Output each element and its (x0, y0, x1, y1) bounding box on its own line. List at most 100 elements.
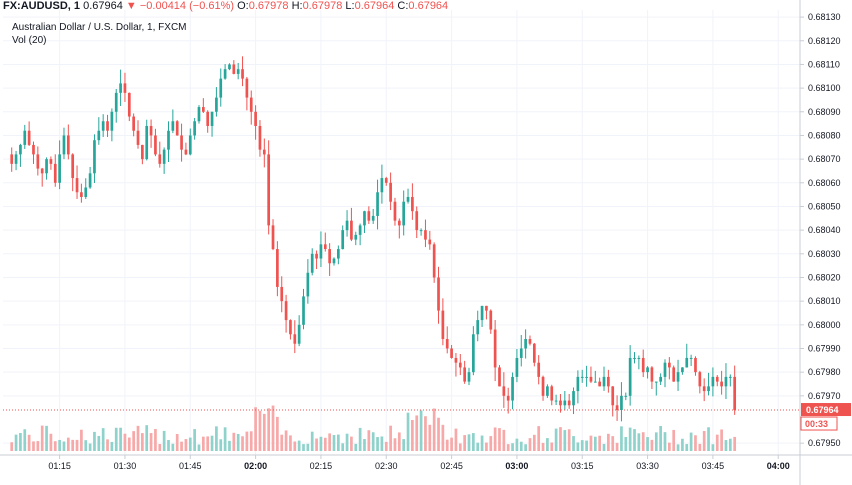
candle-body (454, 357, 458, 363)
volume-bar (262, 413, 266, 451)
candle-body (450, 348, 453, 358)
candle-body (511, 376, 514, 401)
candle-body (158, 154, 162, 164)
volume-bar (358, 427, 362, 451)
candle-body (715, 376, 719, 382)
price-axis[interactable]: 0.68130 0.68120 0.68110 0.68100 0.68090 0.680… (799, 0, 841, 485)
candle-body (698, 372, 702, 387)
down-arrow-icon: ▼ (125, 0, 137, 12)
candle-body (75, 178, 79, 193)
volume-bar (646, 437, 649, 451)
volume-bar (698, 443, 702, 451)
candle-body (476, 320, 480, 335)
y-tick-label: 0.68040 (808, 225, 841, 235)
candle-body (419, 230, 423, 232)
candle-body (585, 376, 588, 378)
volume-bar (393, 438, 397, 451)
candle-body (354, 234, 358, 240)
candle-body (480, 305, 484, 321)
volume-bar (389, 425, 392, 451)
volume-bar (145, 425, 149, 451)
volume-bar (197, 444, 201, 451)
candle-body (40, 168, 44, 174)
y-tick-label: 0.68110 (808, 59, 840, 69)
volume-bar (154, 429, 157, 451)
volume-bar (458, 443, 462, 451)
y-tick-label: 0.68070 (808, 154, 841, 164)
volume-bar (232, 432, 236, 451)
candle-body (628, 357, 632, 396)
low-label: L: (345, 0, 355, 12)
x-tick-label: 01:45 (179, 461, 202, 471)
x-tick-label: 01:15 (48, 461, 71, 471)
symbol-name[interactable]: FX:AUDUSD, 1 (3, 0, 81, 12)
candle-body (367, 211, 371, 221)
candle-body (332, 258, 336, 264)
candle-body (258, 125, 262, 150)
y-tick-label: 0.68130 (808, 12, 841, 22)
volume-bar (715, 434, 719, 451)
candle-body (180, 135, 183, 150)
volume-bar (384, 441, 388, 451)
candle-body (289, 320, 292, 335)
candle-body (576, 376, 580, 392)
volume-bar (402, 439, 406, 451)
volume-bar (101, 428, 105, 451)
candle-body (384, 178, 388, 183)
volume-bar (323, 437, 327, 451)
candle-body (236, 69, 240, 74)
candle-body (402, 201, 406, 226)
volume-bar (415, 415, 419, 451)
volume-bar (80, 429, 83, 451)
candle-body (506, 395, 510, 401)
candle-body (602, 376, 606, 387)
instrument-description: Australian Dollar / U.S. Dollar, 1, FXCM (12, 22, 187, 33)
volume-indicator-label[interactable]: Vol (20) (12, 35, 47, 46)
volume-bar (563, 430, 567, 451)
open-label: O: (237, 0, 249, 12)
volume-bar (201, 436, 205, 451)
candle-body (223, 69, 227, 79)
time-axis[interactable]: 01:15 01:30 01:45 02:00 02:15 02:30 02:45 03:00… (0, 454, 852, 471)
candle-body (397, 220, 401, 226)
volume-bar (502, 429, 506, 451)
candle-body (66, 135, 70, 155)
candle-body (276, 249, 279, 287)
candle-body (467, 372, 471, 382)
candle-body (654, 381, 658, 383)
candle-body (572, 391, 575, 406)
candle-body (694, 357, 697, 373)
volume-bar (249, 431, 253, 451)
candle-body (472, 334, 475, 373)
candle-body (336, 249, 340, 259)
volume-bar (271, 405, 275, 451)
symbol-header: FX:AUDUSD, 1 0.67964 ▼ −0.00414 (−0.61%)… (3, 0, 448, 12)
volume-bar (280, 434, 284, 451)
volume-bar (702, 430, 706, 451)
candle-body (171, 121, 175, 131)
volume-bar (354, 443, 358, 451)
volume-bar (598, 435, 602, 451)
volume-bar (593, 436, 597, 451)
candle-body (458, 362, 462, 368)
candle-body (149, 125, 153, 136)
candle-body (611, 386, 615, 406)
candle-body (345, 220, 349, 231)
volume-bar (467, 434, 471, 451)
volume-bar (228, 440, 231, 451)
candle-body (32, 144, 35, 155)
candle-body (119, 83, 122, 93)
volume-bar (284, 430, 288, 451)
volume-bar (559, 427, 562, 451)
candle-body (145, 125, 149, 160)
candle-body (607, 376, 610, 387)
x-tick-label: 03:30 (636, 461, 659, 471)
candle-body (667, 362, 671, 368)
candle-body (681, 367, 684, 373)
candle-body (502, 386, 506, 396)
volume-bar (445, 439, 449, 451)
candle-body (598, 381, 602, 387)
candle-body (310, 253, 314, 273)
candle-body (389, 182, 392, 202)
